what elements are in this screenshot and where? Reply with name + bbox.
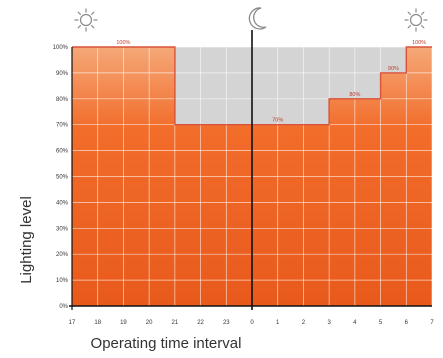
series-line [72, 46, 432, 126]
moon-icon [248, 7, 267, 30]
x-tick-label: 7 [430, 320, 434, 326]
x-tick-label: 0 [250, 320, 254, 326]
y-tick-label: 90% [56, 71, 69, 77]
x-tick-label: 1 [276, 320, 280, 326]
x-tick-label: 19 [120, 320, 127, 326]
x-tick-label: 18 [94, 320, 101, 326]
y-axis-title: Lighting level [18, 196, 35, 284]
x-tick-label: 6 [405, 320, 409, 326]
y-tick-label: 0% [59, 304, 68, 310]
y-tick-label: 100% [53, 45, 69, 51]
y-tick-label: 10% [56, 278, 69, 284]
data-label: 100% [412, 40, 426, 46]
y-tick-label: 80% [56, 97, 69, 103]
x-tick-label: 3 [327, 320, 331, 326]
x-tick-label: 17 [69, 320, 76, 326]
x-tick-label: 20 [146, 320, 153, 326]
y-tick-label: 40% [56, 200, 69, 206]
data-label: 70% [272, 118, 283, 124]
y-tick-label: 30% [56, 226, 69, 232]
x-axis-title: Operating time interval [91, 335, 242, 352]
y-tick-label: 70% [56, 123, 69, 129]
data-label: 90% [388, 66, 399, 72]
x-tick-label: 4 [353, 320, 357, 326]
y-tick-label: 60% [56, 149, 69, 155]
sun-icon [404, 8, 428, 32]
y-tick-label: 50% [56, 175, 69, 181]
x-tick-label: 23 [223, 320, 230, 326]
x-tick-label: 21 [172, 320, 179, 326]
data-label: 100% [116, 40, 130, 46]
x-tick-label: 22 [197, 320, 204, 326]
y-tick-label: 20% [56, 252, 69, 258]
x-tick-label: 2 [302, 320, 306, 326]
sun-icon [74, 8, 98, 32]
x-tick-label: 5 [379, 320, 383, 326]
data-label: 80% [349, 92, 360, 98]
